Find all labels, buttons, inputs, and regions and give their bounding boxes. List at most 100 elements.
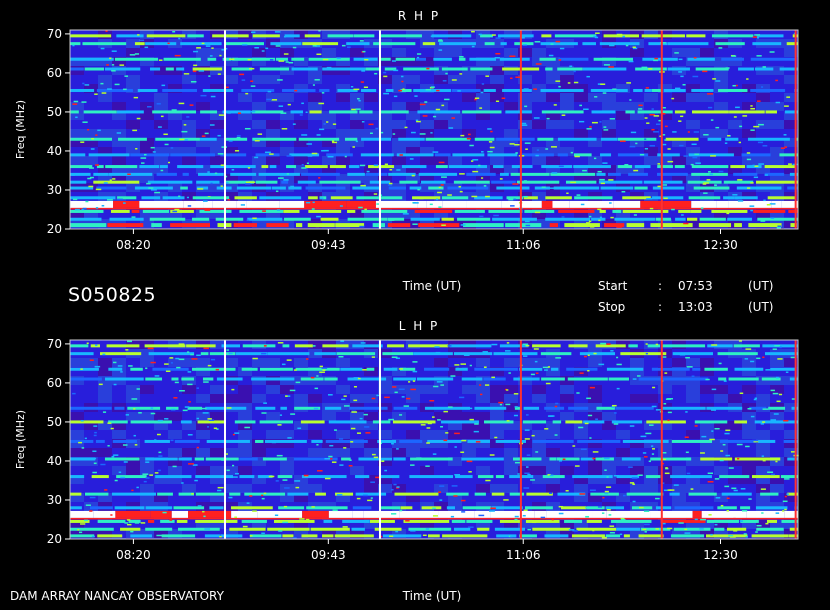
speckle xyxy=(559,47,565,50)
noise-tile xyxy=(574,147,588,156)
noise-tile xyxy=(378,120,392,129)
speckle xyxy=(225,47,228,50)
noise-tile xyxy=(448,120,462,129)
speckle xyxy=(434,346,440,348)
speckle xyxy=(680,115,684,118)
speckle xyxy=(661,356,667,358)
speckle xyxy=(749,205,755,207)
noise-tile xyxy=(672,111,686,120)
speckle xyxy=(737,457,740,460)
speckle xyxy=(454,474,461,476)
speckle xyxy=(237,112,241,114)
noise-tile xyxy=(126,165,140,174)
speckle xyxy=(318,30,321,32)
noise-tile xyxy=(238,421,252,430)
noise-tile xyxy=(532,129,546,138)
noise-tile xyxy=(504,376,518,385)
noise-tile xyxy=(308,412,322,421)
noise-tile xyxy=(686,448,700,457)
speckle xyxy=(210,95,216,98)
speckle xyxy=(456,367,460,370)
noise-tile xyxy=(182,421,196,430)
noise-tile xyxy=(280,403,294,412)
noise-tile xyxy=(644,165,658,174)
noise-tile xyxy=(672,439,686,448)
noise-tile xyxy=(546,156,560,165)
emission-band xyxy=(259,420,294,424)
noise-tile xyxy=(420,174,434,183)
noise-tile xyxy=(336,520,350,529)
noise-tile xyxy=(322,484,336,493)
noise-tile xyxy=(350,394,364,403)
noise-tile xyxy=(350,111,364,120)
emission-band xyxy=(116,475,147,479)
speckle xyxy=(145,461,150,463)
noise-tile xyxy=(602,394,616,403)
speckle xyxy=(193,50,199,53)
speckle xyxy=(772,392,779,395)
speckle xyxy=(592,457,596,460)
emission-band xyxy=(340,367,363,371)
noise-tile xyxy=(280,394,294,403)
noise-tile xyxy=(252,111,266,120)
speckle xyxy=(122,444,128,446)
speckle xyxy=(561,216,565,218)
speckle xyxy=(297,427,302,430)
noise-tile xyxy=(112,484,126,493)
speckle xyxy=(261,352,267,355)
speckle xyxy=(295,381,301,384)
noise-tile xyxy=(476,484,490,493)
speckle xyxy=(479,215,484,218)
x-axis-label: Time (UT) xyxy=(402,279,462,293)
speckle xyxy=(120,371,123,373)
speckle xyxy=(239,73,245,76)
emission-band xyxy=(155,137,200,141)
speckle xyxy=(644,531,647,533)
emission-band xyxy=(477,527,490,531)
speckle xyxy=(311,506,315,508)
speckle xyxy=(220,185,223,187)
emission-band xyxy=(347,209,356,213)
noise-tile xyxy=(616,484,630,493)
noise-tile xyxy=(140,349,154,358)
speckle xyxy=(189,104,194,106)
noise-tile xyxy=(420,529,434,538)
noise-tile xyxy=(644,102,658,111)
speckle xyxy=(342,526,348,528)
speckle xyxy=(314,79,320,81)
speckle xyxy=(506,389,509,391)
noise-tile xyxy=(560,111,574,120)
speckle xyxy=(187,205,192,207)
noise-tile xyxy=(294,448,308,457)
noise-tile xyxy=(462,529,476,538)
noise-tile xyxy=(728,385,742,394)
speckle xyxy=(694,153,700,155)
emission-band xyxy=(70,527,114,531)
noise-tile xyxy=(672,529,686,538)
noise-tile xyxy=(504,412,518,421)
emission-band xyxy=(150,510,172,518)
speckle xyxy=(616,387,620,390)
emission-band xyxy=(451,88,481,92)
noise-tile xyxy=(700,102,714,111)
speckle xyxy=(158,451,162,454)
noise-tile xyxy=(210,367,224,376)
speckle xyxy=(447,345,452,347)
noise-tile xyxy=(574,57,588,66)
speckle xyxy=(432,453,437,455)
noise-tile xyxy=(168,430,182,439)
noise-tile xyxy=(238,84,252,93)
emission-band xyxy=(593,57,633,61)
noise-tile xyxy=(630,138,644,147)
speckle xyxy=(359,40,364,42)
speckle xyxy=(244,426,250,429)
noise-tile xyxy=(714,111,728,120)
noise-tile xyxy=(448,493,462,502)
noise-tile xyxy=(252,412,266,421)
noise-tile xyxy=(686,138,700,147)
emission-band xyxy=(516,180,560,184)
noise-tile xyxy=(294,174,308,183)
speckle xyxy=(732,84,736,87)
noise-tile xyxy=(644,493,658,502)
speckle xyxy=(459,173,465,175)
